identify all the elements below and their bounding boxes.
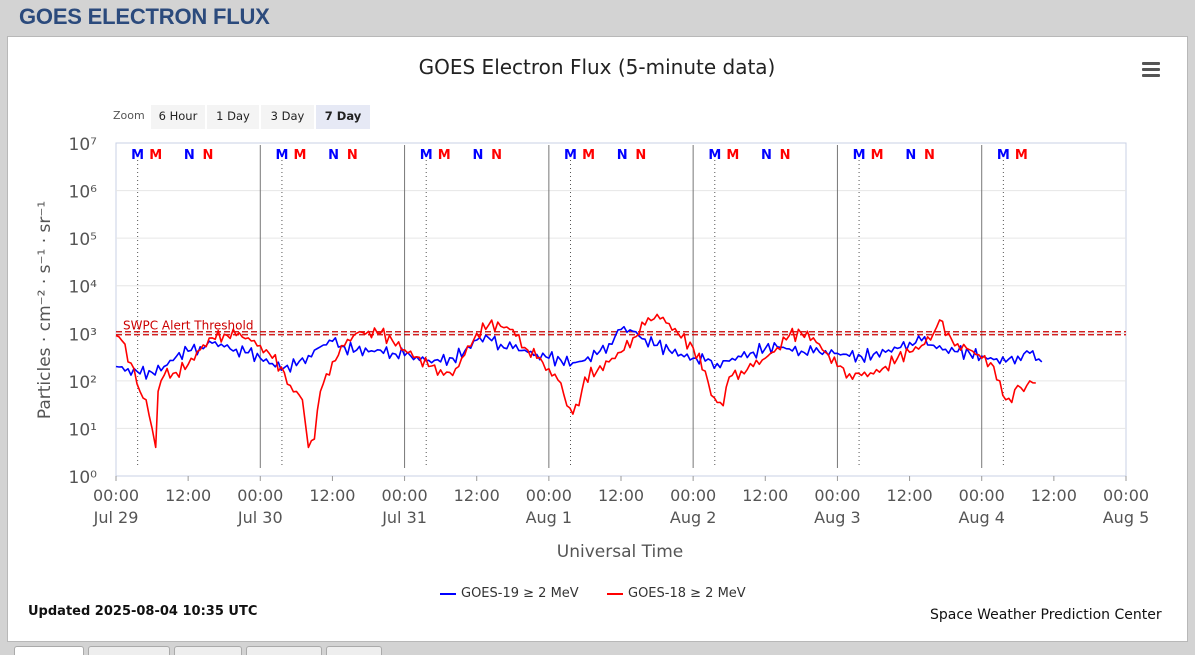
marker-label: M [708, 148, 721, 163]
bottom-tab[interactable] [326, 646, 382, 655]
y-tick-label: 10⁷ [69, 135, 98, 155]
marker-label: M [131, 148, 144, 163]
x-tick-label: 12:00 [1031, 486, 1077, 505]
series-goes19-line [115, 325, 1043, 380]
x-tick-date-label: Jul 29 [93, 508, 139, 527]
y-tick-label: 10⁰ [69, 468, 98, 488]
marker-label: M [726, 148, 739, 163]
x-tick-label: 12:00 [309, 486, 355, 505]
x-tick-date-label: Aug 5 [1103, 508, 1150, 527]
marker-label: M [564, 148, 577, 163]
x-tick-label: 12:00 [165, 486, 211, 505]
chart-title: GOES Electron Flux (5-minute data) [419, 55, 776, 79]
bottom-tab[interactable] [174, 646, 242, 655]
x-tick-label: 00:00 [814, 486, 860, 505]
updated-timestamp: Updated 2025-08-04 10:35 UTC [28, 604, 258, 619]
marker-label: N [617, 148, 628, 163]
x-tick-label: 00:00 [959, 486, 1005, 505]
marker-label: M [275, 148, 288, 163]
x-tick-label: 12:00 [598, 486, 644, 505]
x-tick-label: 00:00 [93, 486, 139, 505]
marker-label: N [761, 148, 772, 163]
marker-label: N [905, 148, 916, 163]
page-header: GOES ELECTRON FLUX [19, 4, 270, 29]
marker-label: M [1015, 148, 1028, 163]
marker-label: M [420, 148, 433, 163]
legend-goes19-label: GOES-19 ≥ 2 MeV [461, 586, 579, 601]
x-tick-label: 12:00 [454, 486, 500, 505]
x-tick-date-label: Aug 3 [814, 508, 861, 527]
marker-label: M [293, 148, 306, 163]
marker-label: M [997, 148, 1010, 163]
y-tick-label: 10⁵ [69, 230, 97, 250]
x-tick-label: 12:00 [742, 486, 788, 505]
legend-goes18-label: GOES-18 ≥ 2 MeV [628, 586, 746, 601]
marker-label: N [924, 148, 935, 163]
credit-text: Space Weather Prediction Center [930, 607, 1162, 623]
x-tick-date-label: Aug 4 [958, 508, 1005, 527]
marker-label: N [780, 148, 791, 163]
bottom-tab[interactable] [14, 646, 84, 655]
marker-label: M [438, 148, 451, 163]
y-axis-label: Particles · cm⁻² · s⁻¹ · sr⁻¹ [35, 201, 55, 419]
legend-goes19[interactable]: GOES-19 ≥ 2 MeV [440, 586, 579, 601]
legend-goes18-swatch [607, 592, 623, 595]
x-axis-label: Universal Time [557, 542, 683, 562]
zoom-7-day-button[interactable]: 7 Day [316, 105, 370, 129]
marker-label: N [491, 148, 502, 163]
bottom-tab[interactable] [88, 646, 170, 655]
zoom-1-day-button[interactable]: 1 Day [207, 105, 259, 129]
marker-label: N [203, 148, 214, 163]
marker-label: M [871, 148, 884, 163]
chart-menu-button[interactable] [1140, 60, 1162, 80]
marker-label: N [347, 148, 358, 163]
x-tick-date-label: Aug 2 [670, 508, 717, 527]
y-tick-label: 10³ [69, 325, 97, 345]
y-tick-label: 10¹ [69, 420, 97, 440]
y-tick-label: 10⁴ [69, 278, 98, 298]
x-tick-label: 00:00 [526, 486, 572, 505]
marker-label: M [582, 148, 595, 163]
bottom-tab[interactable] [246, 646, 322, 655]
zoom-6-hour-button[interactable]: 6 Hour [151, 105, 205, 129]
marker-label: M [149, 148, 162, 163]
marker-label: N [184, 148, 195, 163]
zoom-label: Zoom [113, 109, 145, 122]
marker-label: N [328, 148, 339, 163]
series-goes18-line [115, 313, 1036, 449]
x-tick-label: 12:00 [887, 486, 933, 505]
threshold-label: SWPC Alert Threshold [123, 318, 253, 332]
legend-goes18[interactable]: GOES-18 ≥ 2 MeV [607, 586, 746, 601]
x-tick-date-label: Jul 30 [237, 508, 283, 527]
y-tick-label: 10² [69, 373, 97, 393]
menu-icon [1142, 62, 1160, 65]
zoom-3-day-button[interactable]: 3 Day [261, 105, 314, 129]
x-tick-date-label: Jul 31 [381, 508, 427, 527]
x-tick-label: 00:00 [237, 486, 283, 505]
marker-label: N [635, 148, 646, 163]
y-tick-label: 10⁶ [69, 183, 98, 203]
x-tick-label: 00:00 [670, 486, 716, 505]
x-tick-label: 00:00 [1103, 486, 1149, 505]
legend-goes19-swatch [440, 592, 456, 595]
marker-label: M [853, 148, 866, 163]
marker-label: N [472, 148, 483, 163]
x-tick-label: 00:00 [382, 486, 428, 505]
x-tick-date-label: Aug 1 [526, 508, 573, 527]
plot-background [115, 142, 1127, 477]
